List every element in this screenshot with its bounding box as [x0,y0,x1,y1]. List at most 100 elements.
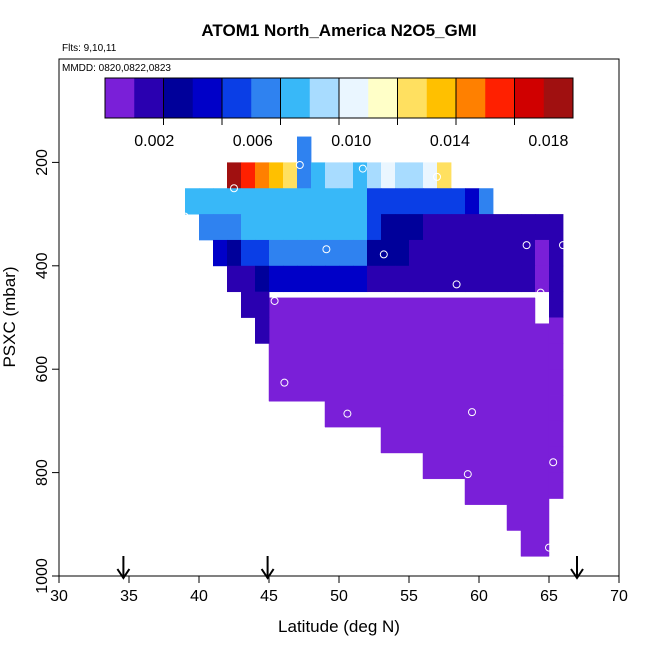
flight-arrow-markers [116,556,584,580]
x-tick-label: 45 [260,588,278,605]
colorbar-swatch [280,78,311,118]
flight-point [181,212,189,221]
heatmap-cell [213,188,228,215]
heatmap-cell [325,188,340,215]
colorbar-swatch [426,78,457,118]
flight-point [343,409,352,418]
y-tick-label: 800 [34,459,51,486]
heatmap-cell [269,239,284,267]
x-tick-label: 60 [470,588,488,605]
heatmap-cell [367,188,382,215]
heatmap-cell [479,214,494,241]
flight-point [549,458,558,467]
heatmap-cell [353,265,368,293]
heatmap-cell [465,265,480,293]
heatmap-cell [353,162,368,189]
heatmap-cell [353,214,368,241]
heatmap-cell [255,188,270,215]
dates-label: MMDD: 0820,0822,0823 [62,63,171,74]
colorbar-swatch [134,78,164,118]
y-tick-label: 400 [34,252,51,279]
heatmap-cell [199,214,214,241]
heatmap-cell [255,162,270,189]
heatmap-cell [241,214,256,241]
heatmap-cell [423,214,438,241]
heatmap-cell [283,214,298,241]
heatmap-cell [409,162,424,189]
heatmap-cell [297,214,312,241]
heatmap-cell [283,265,298,293]
heatmap-cell [535,265,550,293]
heatmap-cell [395,239,410,267]
colorbar-swatch [543,78,574,118]
heatmap-cell [367,162,382,189]
heatmap-cell [283,188,298,215]
heatmap-cell [507,214,522,241]
heatmap-cell [521,265,536,293]
heatmap-cell [549,369,564,396]
heatmap-cell [549,472,564,499]
heatmap-cell [549,291,564,318]
heatmap-cell [423,265,438,293]
flight-point [452,280,461,289]
colorbar-swatch [192,78,223,118]
y-tick-label: 1000 [34,558,51,594]
heatmap-cell [255,265,270,293]
x-tick-label: 55 [400,588,418,605]
heatmap-cell [227,188,242,215]
colorbar: 0.002 0.006 0.010 0.014 0.018 [104,77,574,150]
heatmap-cells [185,136,564,557]
heatmap-cell [465,214,480,241]
heatmap-cell [269,162,284,189]
heatmap-cell [297,136,312,163]
heatmap-cell [311,188,326,215]
heatmap-cell [297,188,312,215]
chart-title: ATOM1 North_America N2O5_GMI [201,21,476,40]
heatmap-cell [451,188,466,215]
heatmap-cell [451,214,466,241]
heatmap-cell [367,239,382,267]
heatmap-cell [493,239,508,267]
colorbar-tick-label: 0.002 [134,133,174,150]
heatmap-cell [549,395,564,422]
heatmap-cell [409,239,424,267]
heatmap-cell [227,214,242,241]
colorbar-swatch [163,78,194,118]
heatmap-cell [423,162,438,189]
heatmap-cell [297,265,312,293]
heatmap-cell [297,162,312,189]
flight-point [559,241,567,250]
heatmap-cell [437,188,452,215]
colorbar-ticks [163,78,515,125]
heatmap-cell [423,188,438,215]
heatmap-cell [549,214,564,241]
heatmap-cell [381,239,396,267]
heatmap-cell [437,265,452,293]
heatmap-cell [549,420,564,448]
heatmap-cell [269,214,284,241]
flight-point [468,408,476,417]
heatmap-cell [479,265,494,293]
heatmap-cell [395,162,410,189]
heatmap-cell [269,188,284,215]
x-tick-label: 50 [330,588,348,605]
colorbar-swatch [309,78,340,118]
heatmap-cell [325,214,340,241]
flight-arrow-head [570,568,584,580]
heatmap-cell [381,188,396,215]
colorbar-swatch [251,78,281,118]
heatmap-cell [339,239,354,267]
heatmap-cell [255,239,270,267]
heatmap-cell [521,239,536,267]
heatmap-cell [535,214,550,241]
heatmap-cell [311,162,326,189]
heatmap-cell [507,239,522,267]
heatmap-cell [241,162,256,189]
x-tick-label: 35 [120,588,138,605]
heatmap-cell [549,317,564,344]
flight-point [536,288,545,297]
flight-point [270,296,279,305]
flight-point [545,543,553,552]
heatmap-cell [213,239,228,267]
